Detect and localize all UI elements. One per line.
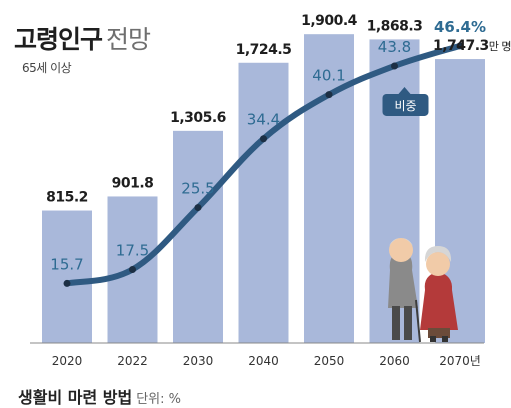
woman-head — [426, 252, 450, 276]
ratio-point-2070 — [456, 42, 464, 50]
page-title: 고령인구 전망 — [14, 20, 151, 56]
x-tick-2070: 2070년 — [439, 354, 481, 368]
bar-2040 — [238, 62, 289, 344]
ratio-label-2050: 40.1 — [312, 67, 345, 85]
ratio-point-2022 — [129, 265, 136, 273]
x-tick-2030: 2030 — [183, 354, 214, 368]
x-tick-2022: 2022 — [117, 354, 148, 368]
ratio-label-2030: 25.5 — [181, 180, 214, 198]
x-tick-2040: 2040 — [248, 354, 279, 368]
population-label-2022: 901.8 — [112, 175, 154, 191]
man-illustration — [388, 251, 418, 308]
ratio-point-2030 — [194, 204, 202, 212]
ratio-tag: 비중 — [382, 86, 429, 116]
population-label-2070: 1,747.3만 명 — [433, 38, 511, 54]
bar-2020 — [42, 210, 92, 343]
ratio-tag-label: 비중 — [394, 99, 416, 113]
population-label-2020: 815.2 — [46, 190, 88, 206]
ratio-label-2040: 34.4 — [247, 111, 280, 129]
ratio-label-2070: 46.4% — [434, 18, 486, 36]
bar-2030 — [173, 130, 223, 343]
x-tick-2020: 2020 — [52, 354, 83, 368]
ratio-point-2060 — [391, 62, 398, 70]
title-main: 고령인구 — [14, 25, 103, 54]
labels-group: 815.2 2020 901.8 2022 1,305.6 2030 1,724.5 2040… — [46, 13, 511, 368]
ratio-tag-pointer — [398, 86, 411, 94]
cane — [415, 299, 421, 343]
man-head — [389, 238, 413, 262]
ratio-line-group — [63, 42, 464, 287]
ratio-point-2040 — [260, 135, 267, 143]
ratio-point-2020 — [63, 279, 71, 287]
population-label-2040: 1,724.5 — [236, 42, 292, 58]
ratio-label-2022: 17.5 — [116, 241, 149, 259]
ratio-tag-bg — [382, 93, 429, 116]
ratio-label-2020: 15.7 — [50, 255, 83, 273]
population-label-2050: 1,900.4 — [301, 13, 358, 29]
next-section-title: 생활비 마련 방법 단위: % — [18, 384, 181, 408]
woman-illustration — [420, 272, 458, 330]
bars-group — [42, 34, 485, 344]
title-sub: 전망 — [106, 25, 151, 54]
population-label-2030: 1,305.6 — [170, 110, 226, 126]
elderly-couple-illustration — [388, 238, 458, 343]
x-tick-2060: 2060 — [379, 354, 410, 368]
chart-subtitle: 65세 이상 — [22, 61, 72, 75]
population-label-2060: 1,868.3 — [367, 18, 423, 34]
ratio-point-2050 — [325, 91, 333, 99]
population-unit: 만 명 — [489, 40, 511, 53]
x-tick-2050: 2050 — [314, 354, 345, 368]
next-section-title-text: 생활비 마련 방법 — [18, 388, 133, 407]
ratio-label-2060: 43.8 — [378, 38, 411, 56]
